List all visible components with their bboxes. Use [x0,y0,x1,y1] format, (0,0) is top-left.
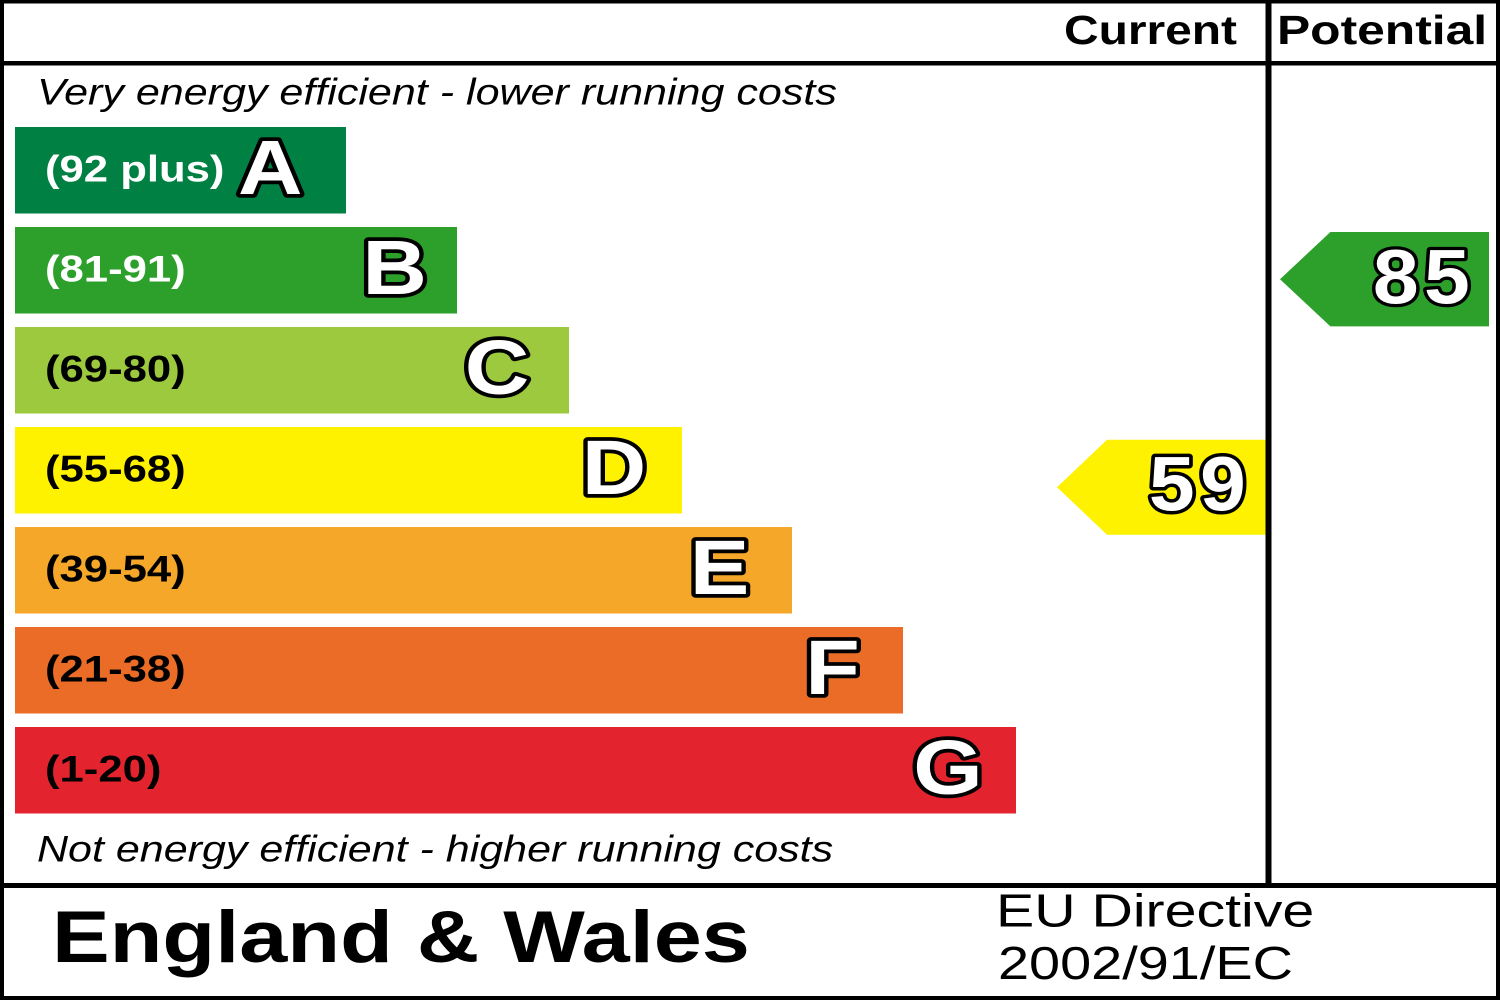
svg-text:(69-80): (69-80) [45,348,186,390]
svg-text:85: 85 [1373,234,1475,320]
svg-text:G: G [913,725,982,811]
svg-text:Very energy efficient - lower: Very energy efficient - lower running co… [37,71,837,112]
svg-text:Not energy efficient - higher: Not energy efficient - higher running co… [37,828,833,869]
svg-text:D: D [582,425,647,511]
svg-text:Current: Current [1064,8,1237,53]
svg-text:E: E [690,525,750,611]
svg-text:(39-54): (39-54) [45,548,186,590]
svg-text:(81-91): (81-91) [45,248,186,290]
svg-text:C: C [465,325,530,411]
svg-text:2002/91/EC: 2002/91/EC [998,936,1293,988]
svg-text:A: A [238,125,303,211]
svg-text:59: 59 [1149,441,1251,527]
svg-text:(55-68): (55-68) [45,448,186,490]
svg-text:(1-20): (1-20) [45,748,161,790]
svg-text:(92 plus): (92 plus) [45,148,224,190]
svg-text:(21-38): (21-38) [45,648,186,690]
svg-text:England & Wales: England & Wales [52,896,750,977]
svg-text:F: F [805,625,860,711]
svg-text:Potential: Potential [1277,7,1487,53]
svg-text:EU Directive: EU Directive [996,886,1314,938]
svg-text:B: B [362,225,427,311]
